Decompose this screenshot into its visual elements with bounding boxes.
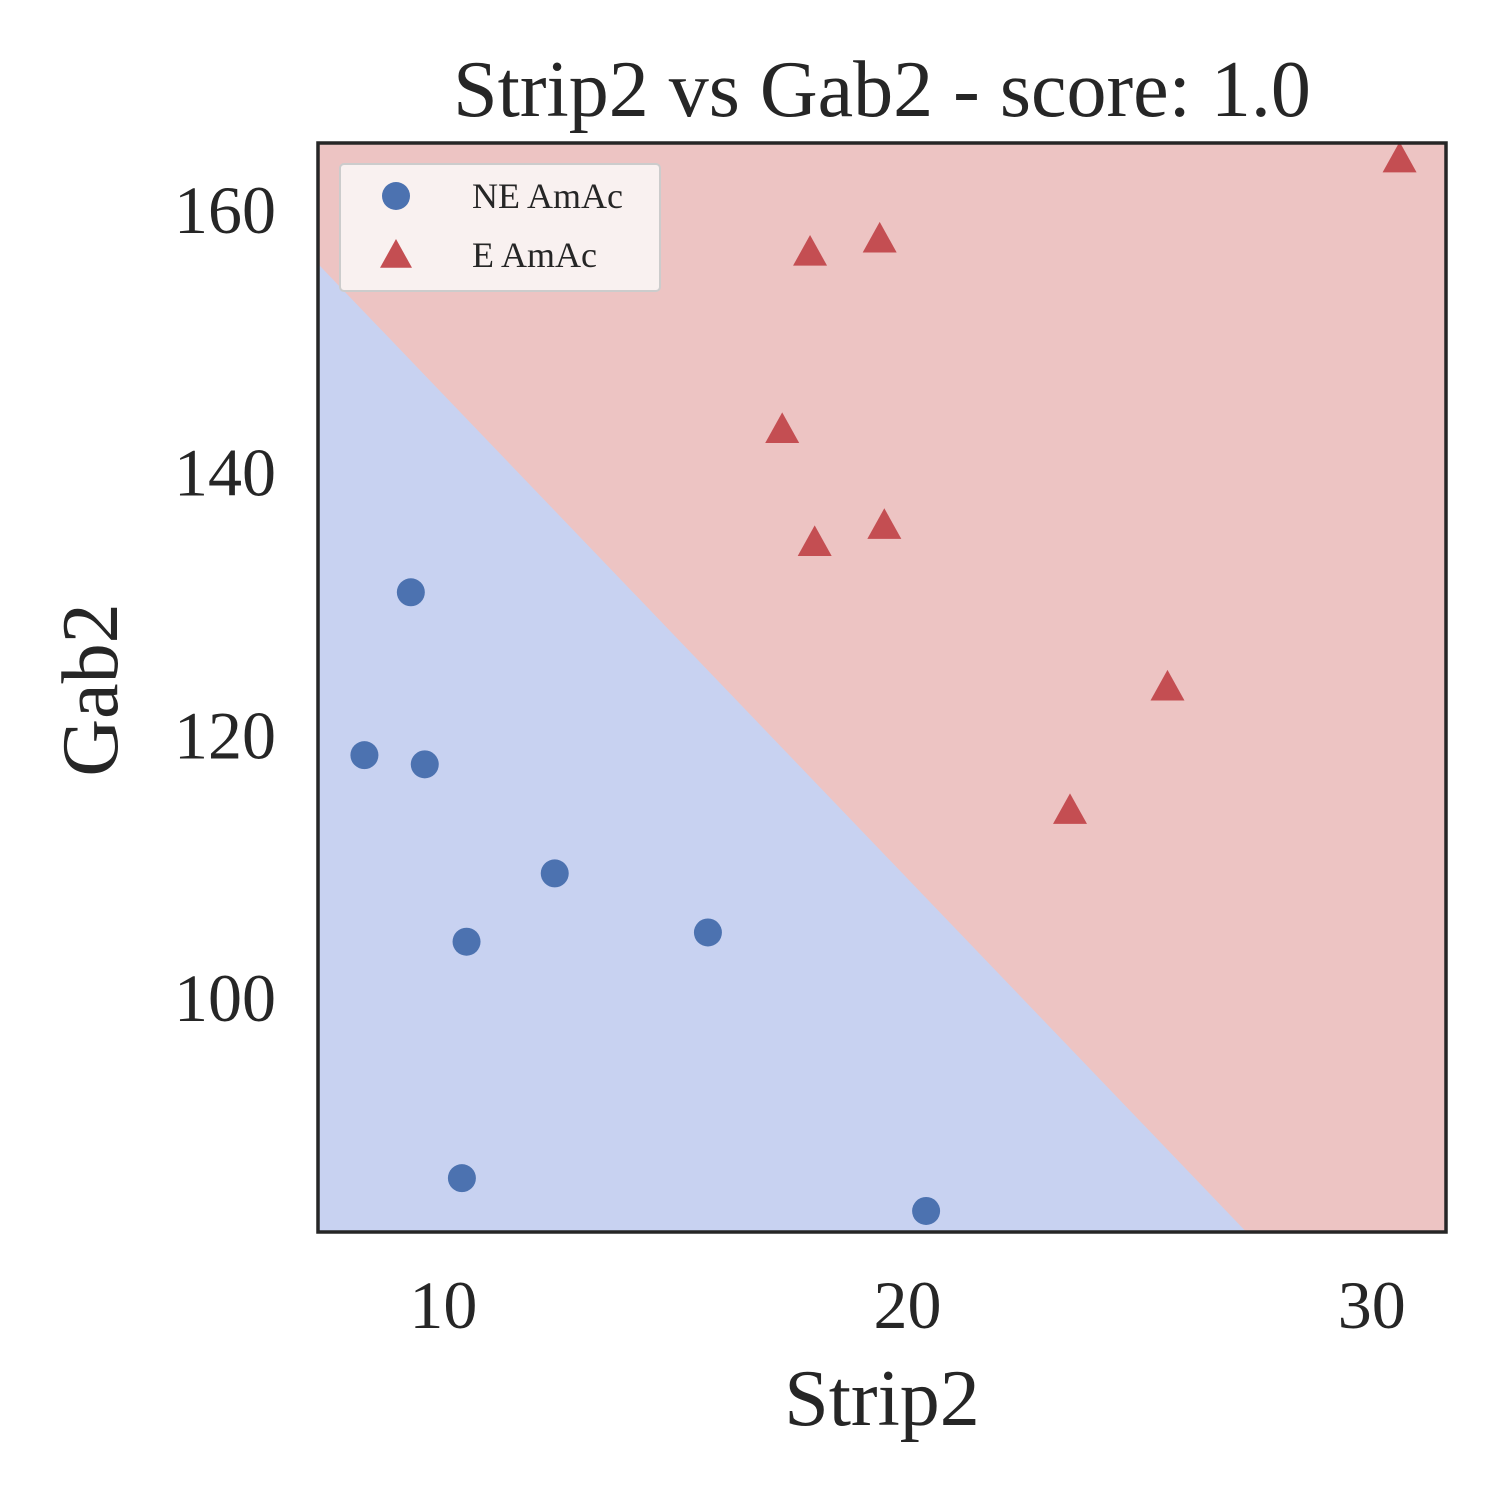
y-tick-label: 140	[174, 435, 276, 511]
data-point-e-amac	[1150, 669, 1185, 701]
legend-marker-ne-amac	[382, 182, 410, 210]
y-tick-label: 120	[174, 697, 276, 773]
legend-label: E AmAc	[472, 235, 597, 275]
data-point-ne-amac	[447, 1164, 476, 1193]
x-axis-label: Strip2	[784, 1355, 980, 1443]
legend-marker-e-amac	[380, 239, 412, 268]
y-tick-labels: 100 120 140 160	[174, 172, 276, 1036]
plot-frame	[316, 141, 1448, 1234]
data-point-ne-amac	[452, 927, 481, 956]
data-point-ne-amac	[693, 918, 722, 947]
y-tick-label: 100	[174, 960, 276, 1036]
legend: NE AmAc E AmAc	[339, 163, 661, 292]
x-tick-label: 30	[1338, 1267, 1406, 1343]
y-axis-label: Gab2	[47, 603, 135, 776]
data-point-ne-amac	[912, 1196, 941, 1225]
legend-box	[339, 163, 661, 292]
legend-label: NE AmAc	[472, 176, 623, 216]
data-point-ne-amac	[350, 741, 379, 770]
data-point-ne-amac	[540, 859, 569, 888]
x-tick-label: 20	[874, 1267, 942, 1343]
x-tick-label: 10	[409, 1267, 477, 1343]
chart-title: Strip2 vs Gab2 - score: 1.0	[453, 46, 1311, 134]
data-point-e-amac	[867, 508, 902, 539]
data-point-e-amac	[1053, 793, 1087, 824]
plot-area	[316, 141, 1448, 1234]
data-point-ne-amac	[396, 578, 425, 607]
x-tick-labels: 10 20 30	[409, 1267, 1405, 1343]
data-point-e-amac	[765, 412, 800, 443]
data-point-e-amac	[793, 235, 828, 266]
data-point-ne-amac	[410, 750, 439, 779]
data-point-e-amac	[1382, 141, 1417, 173]
data-point-e-amac	[862, 221, 897, 253]
data-point-e-amac	[797, 525, 832, 556]
region-ne-amac	[318, 263, 1247, 1232]
y-tick-label: 160	[174, 172, 276, 248]
